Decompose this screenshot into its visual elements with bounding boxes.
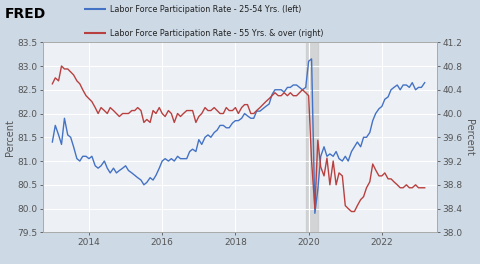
Text: Labor Force Participation Rate - 25-54 Yrs. (left): Labor Force Participation Rate - 25-54 Y… <box>110 5 302 14</box>
Text: Labor Force Participation Rate - 55 Yrs. & over (right): Labor Force Participation Rate - 55 Yrs.… <box>110 29 324 37</box>
Y-axis label: Percent: Percent <box>464 119 474 156</box>
Text: FRED: FRED <box>5 7 46 21</box>
Y-axis label: Percent: Percent <box>5 119 15 156</box>
Bar <box>306 42 318 232</box>
